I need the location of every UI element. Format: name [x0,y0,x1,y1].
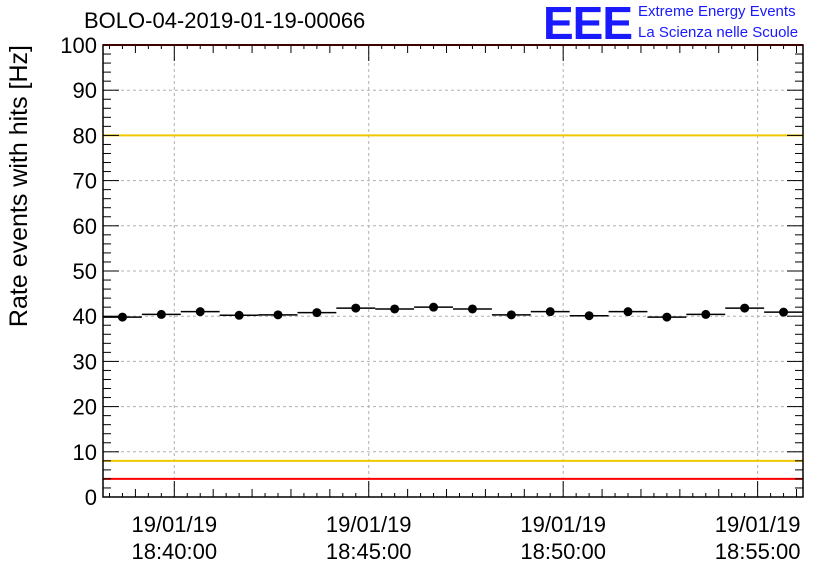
data-point [156,309,166,319]
data-point [390,304,400,314]
data-point [312,308,322,318]
x-tick-date-label: 19/01/19 [326,512,412,537]
x-tick-date-label: 19/01/19 [131,512,217,537]
data-point [234,310,244,320]
y-tick-label: 50 [73,259,97,284]
y-tick-label: 40 [73,304,97,329]
y-tick-label: 10 [73,440,97,465]
data-point [117,312,127,322]
logo-caption-line1: Extreme Energy Events [638,3,796,20]
data-point [584,311,594,321]
data-point [195,307,205,317]
data-point [779,307,789,317]
x-tick-time-label: 18:45:00 [326,539,412,564]
y-tick-label: 0 [85,485,97,510]
chart-title: BOLO-04-2019-01-19-00066 [84,8,366,33]
y-tick-label: 30 [73,349,97,374]
x-tick-time-label: 18:50:00 [520,539,606,564]
data-point [506,310,516,320]
y-tick-label: 100 [60,33,97,58]
y-tick-label: 90 [73,78,97,103]
data-point [545,307,555,317]
y-tick-label: 70 [73,169,97,194]
data-points [103,302,803,322]
x-tick-date-label: 19/01/19 [715,512,801,537]
x-tick-time-label: 18:40:00 [131,539,217,564]
data-point [467,304,477,314]
x-tick-date-label: 19/01/19 [520,512,606,537]
data-point [662,312,672,322]
y-tick-label: 20 [73,395,97,420]
x-tick-time-label: 18:55:00 [715,539,801,564]
y-axis-title: Rate events with hits [Hz] [5,45,33,327]
eee-logo-icon: EEE [543,0,633,49]
data-point [351,303,361,313]
y-tick-label: 60 [73,214,97,239]
data-point [701,309,711,319]
reference-lines [103,44,803,480]
data-point [273,310,283,320]
data-point [623,307,633,317]
logo-caption-line2: La Scienza nelle Scuole [638,24,799,41]
grid-layer [103,45,803,497]
data-point [740,303,750,313]
y-tick-label: 80 [73,123,97,148]
axes: 010203040506070809010019/01/1918:40:0019… [5,33,804,564]
data-point [429,302,439,312]
